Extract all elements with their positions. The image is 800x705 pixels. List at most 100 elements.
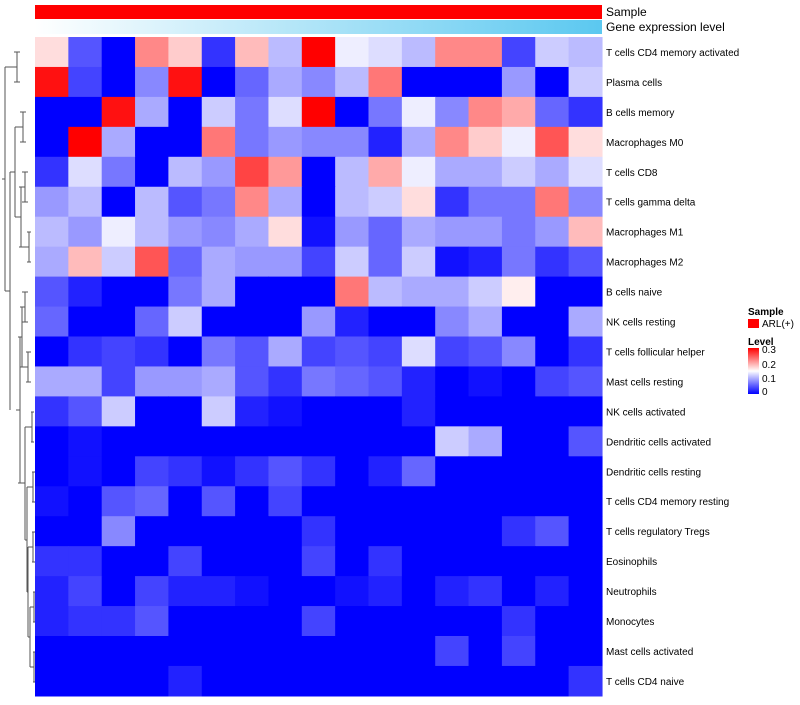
heatmap-cell (368, 665, 403, 697)
heatmap-cell (301, 216, 336, 248)
heatmap-cell (201, 366, 236, 397)
heatmap-cell (68, 576, 103, 607)
heatmap-cell (335, 366, 370, 397)
heatmap-cell (101, 186, 136, 218)
heatmap-cell (535, 276, 570, 308)
heatmap-cell (268, 276, 303, 308)
heatmap-cell (201, 276, 236, 308)
row-label: Macrophages M2 (606, 258, 684, 269)
heatmap-cell (401, 546, 436, 577)
heatmap-cell (35, 396, 69, 427)
heatmap-cell (568, 576, 603, 607)
heatmap-cells (35, 37, 603, 697)
heatmap-cell (68, 246, 103, 278)
heatmap-cell (235, 37, 270, 68)
heatmap-cell (501, 546, 536, 577)
heatmap-cell (435, 186, 470, 218)
heatmap-cell (535, 336, 570, 368)
heatmap-cell (435, 456, 470, 487)
heatmap-cell (568, 396, 603, 427)
heatmap-cell (301, 396, 336, 427)
heatmap-cell (568, 426, 603, 457)
heatmap-cell (535, 426, 570, 457)
heatmap-cell (535, 546, 570, 577)
heatmap-cell (535, 37, 570, 68)
heatmap-cell (201, 576, 236, 607)
heatmap-cell (235, 186, 270, 218)
heatmap-cell (35, 276, 69, 308)
heatmap-cell (135, 96, 169, 128)
heatmap-cell (535, 126, 570, 158)
heatmap-cell (235, 366, 270, 397)
heatmap-cell (135, 186, 169, 218)
heatmap-cell (201, 606, 236, 637)
heatmap-cell (268, 126, 303, 158)
heatmap-cell (168, 276, 203, 308)
heatmap-cell (268, 576, 303, 607)
legend-level-tick: 0.1 (762, 374, 776, 385)
heatmap-cell (135, 336, 169, 368)
heatmap-cell (468, 66, 503, 98)
heatmap-cell (435, 156, 470, 188)
heatmap-cell (335, 246, 370, 278)
heatmap-cell (568, 37, 603, 68)
heatmap-cell (168, 486, 203, 517)
heatmap-cell (368, 486, 403, 517)
heatmap-cell (568, 665, 603, 697)
heatmap-cell (201, 546, 236, 577)
row-label: Monocytes (606, 617, 654, 628)
heatmap-cell (468, 665, 503, 697)
heatmap-cell (235, 396, 270, 427)
row-label: T cells CD4 memory activated (606, 48, 739, 59)
heatmap-cell (235, 216, 270, 248)
heatmap-cell (168, 96, 203, 128)
row-label: Macrophages M0 (606, 138, 684, 149)
heatmap-cell (501, 606, 536, 637)
row-label: Macrophages M1 (606, 228, 684, 239)
heatmap-cell (535, 576, 570, 607)
heatmap-cell (468, 396, 503, 427)
legend-level-tick: 0.2 (762, 360, 776, 371)
heatmap-cell (201, 216, 236, 248)
heatmap-cell (35, 66, 69, 98)
heatmap-cell (201, 96, 236, 128)
heatmap-cell (335, 336, 370, 368)
heatmap-cell (468, 426, 503, 457)
heatmap-cell (468, 156, 503, 188)
heatmap-cell (468, 516, 503, 547)
heatmap-cell (35, 186, 69, 218)
heatmap-cell (568, 216, 603, 248)
heatmap-cell (468, 306, 503, 338)
heatmap-cell (135, 366, 169, 397)
heatmap-cell (435, 366, 470, 397)
heatmap-cell (368, 37, 403, 68)
heatmap-cell (168, 37, 203, 68)
heatmap-cell (301, 606, 336, 637)
heatmap-cell (468, 636, 503, 667)
heatmap-cell (301, 516, 336, 547)
heatmap-cell (201, 156, 236, 188)
heatmap-cell (268, 156, 303, 188)
row-dendrogram (2, 51, 35, 683)
heatmap-cell (168, 426, 203, 457)
heatmap-cell (101, 126, 136, 158)
heatmap-cell (68, 665, 103, 697)
heatmap-cell (501, 576, 536, 607)
heatmap-cell (268, 246, 303, 278)
heatmap-cell (301, 486, 336, 517)
heatmap-cell (435, 606, 470, 637)
heatmap-cell (335, 606, 370, 637)
heatmap-cell (301, 66, 336, 98)
heatmap-cell (568, 306, 603, 338)
heatmap-cell (335, 576, 370, 607)
heatmap-cell (168, 546, 203, 577)
heatmap-cell (35, 216, 69, 248)
heatmap-cell (301, 636, 336, 667)
row-labels: T cells CD4 memory activated Plasma cells… (606, 48, 739, 688)
heatmap-cell (235, 246, 270, 278)
heatmap-cell (135, 276, 169, 308)
heatmap-cell (368, 156, 403, 188)
heatmap-cell (435, 636, 470, 667)
heatmap-cell (401, 486, 436, 517)
